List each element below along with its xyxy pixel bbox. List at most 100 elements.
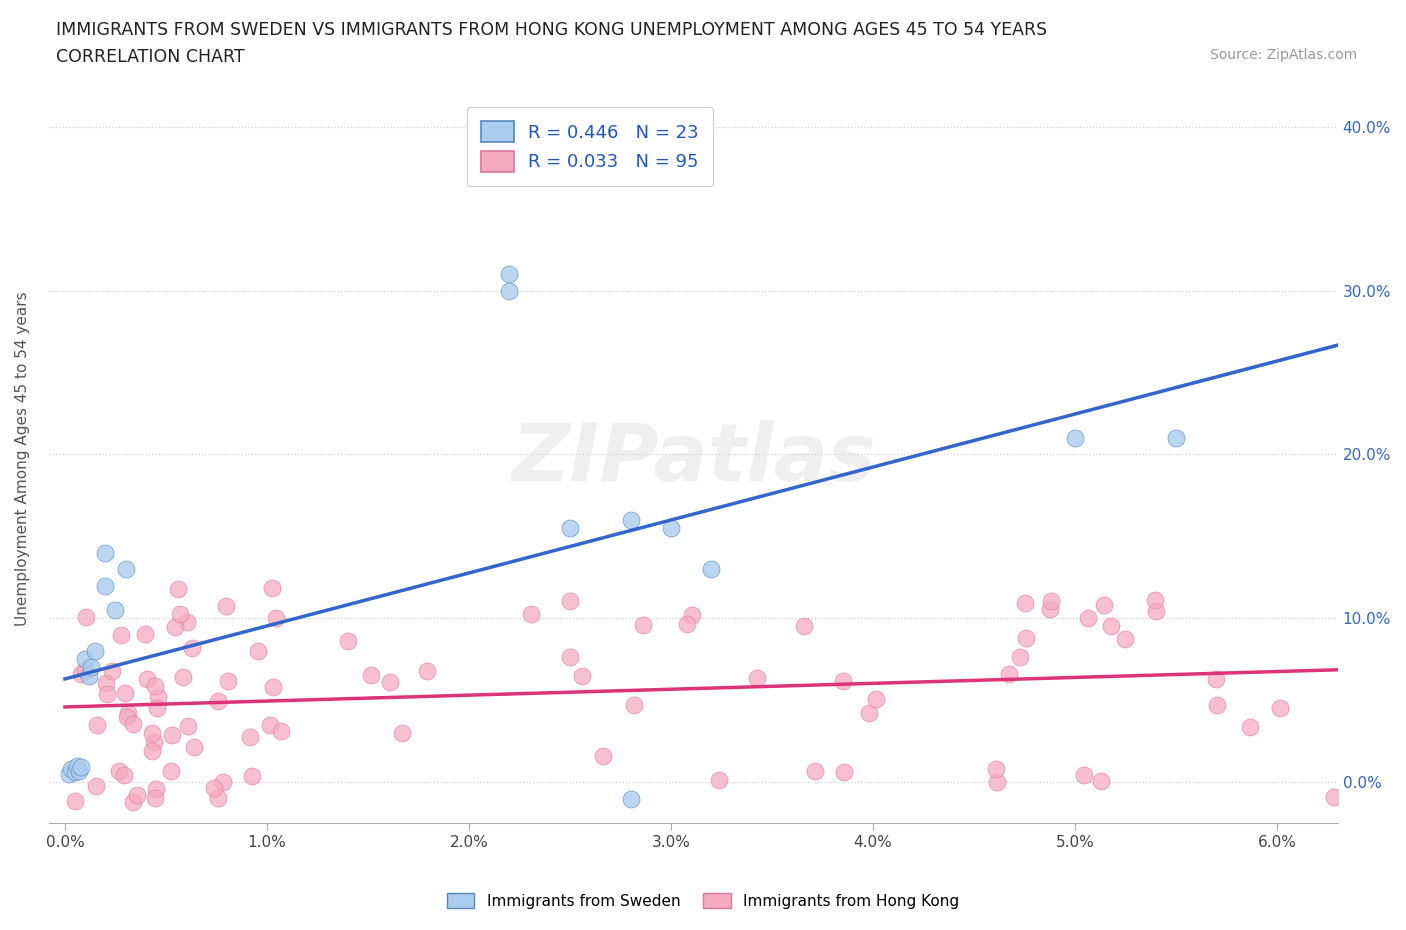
Text: Source: ZipAtlas.com: Source: ZipAtlas.com xyxy=(1209,48,1357,62)
Legend: Immigrants from Sweden, Immigrants from Hong Kong: Immigrants from Sweden, Immigrants from … xyxy=(441,886,965,915)
Point xyxy=(96,687,118,702)
Point xyxy=(986,774,1008,789)
Point xyxy=(84,644,107,658)
Point xyxy=(1014,596,1036,611)
Point xyxy=(1239,719,1261,734)
Text: CORRELATION CHART: CORRELATION CHART xyxy=(56,48,245,66)
Point xyxy=(143,790,166,805)
Point xyxy=(360,668,382,683)
Point xyxy=(215,599,238,614)
Point xyxy=(77,669,100,684)
Point xyxy=(134,626,156,641)
Point xyxy=(558,521,581,536)
Point xyxy=(260,580,283,595)
Legend: R = 0.446   N = 23, R = 0.033   N = 95: R = 0.446 N = 23, R = 0.033 N = 95 xyxy=(467,107,713,186)
Point xyxy=(1077,610,1099,625)
Point xyxy=(336,633,359,648)
Point xyxy=(146,700,169,715)
Point xyxy=(1164,431,1187,445)
Point xyxy=(160,728,183,743)
Point xyxy=(66,758,89,773)
Point xyxy=(1205,698,1227,712)
Point xyxy=(183,739,205,754)
Point xyxy=(498,267,520,282)
Point xyxy=(378,674,401,689)
Point xyxy=(700,562,723,577)
Point xyxy=(148,690,170,705)
Point xyxy=(571,669,593,684)
Point xyxy=(558,649,581,664)
Point xyxy=(633,618,655,632)
Point xyxy=(96,676,118,691)
Point xyxy=(803,764,825,778)
Point xyxy=(217,673,239,688)
Y-axis label: Unemployment Among Ages 45 to 54 years: Unemployment Among Ages 45 to 54 years xyxy=(15,291,30,626)
Point xyxy=(176,615,198,630)
Point xyxy=(104,603,127,618)
Point xyxy=(262,680,284,695)
Point xyxy=(70,760,93,775)
Point xyxy=(745,671,768,685)
Point xyxy=(108,764,131,778)
Point xyxy=(659,521,682,536)
Point xyxy=(207,790,229,805)
Point xyxy=(246,644,269,658)
Point xyxy=(865,691,887,706)
Point xyxy=(207,694,229,709)
Point xyxy=(619,791,641,806)
Point xyxy=(117,706,139,721)
Point xyxy=(520,606,543,621)
Point xyxy=(558,593,581,608)
Point xyxy=(1205,671,1227,686)
Text: IMMIGRANTS FROM SWEDEN VS IMMIGRANTS FROM HONG KONG UNEMPLOYMENT AMONG AGES 45 T: IMMIGRANTS FROM SWEDEN VS IMMIGRANTS FRO… xyxy=(56,21,1047,39)
Point xyxy=(80,660,103,675)
Point xyxy=(1015,631,1038,645)
Point xyxy=(166,581,188,596)
Point xyxy=(1040,593,1063,608)
Point xyxy=(121,794,143,809)
Point xyxy=(63,793,86,808)
Text: ZIPatlas: ZIPatlas xyxy=(510,419,876,498)
Point xyxy=(623,698,645,712)
Point xyxy=(998,667,1021,682)
Point xyxy=(176,719,198,734)
Point xyxy=(69,667,91,682)
Point xyxy=(1008,649,1031,664)
Point xyxy=(73,663,96,678)
Point xyxy=(834,765,856,780)
Point xyxy=(100,664,122,679)
Point xyxy=(63,764,86,779)
Point xyxy=(127,788,149,803)
Point xyxy=(1323,790,1346,804)
Point xyxy=(592,749,614,764)
Point xyxy=(707,773,730,788)
Point xyxy=(58,766,80,781)
Point xyxy=(121,716,143,731)
Point xyxy=(75,609,97,624)
Point xyxy=(141,744,163,759)
Point xyxy=(94,578,117,593)
Point xyxy=(984,762,1007,777)
Point xyxy=(270,724,292,738)
Point xyxy=(110,628,132,643)
Point xyxy=(94,545,117,560)
Point xyxy=(1144,592,1167,607)
Point xyxy=(86,718,108,733)
Point xyxy=(115,710,138,724)
Point xyxy=(84,778,107,793)
Point xyxy=(114,685,136,700)
Point xyxy=(264,611,287,626)
Point xyxy=(858,706,880,721)
Point xyxy=(240,768,263,783)
Point xyxy=(1039,602,1062,617)
Point xyxy=(415,663,437,678)
Point xyxy=(136,671,159,686)
Point xyxy=(1092,597,1115,612)
Point xyxy=(619,512,641,527)
Point xyxy=(259,718,281,733)
Point xyxy=(498,284,520,299)
Point xyxy=(143,679,166,694)
Point xyxy=(59,762,82,777)
Point xyxy=(239,730,262,745)
Point xyxy=(1099,619,1122,634)
